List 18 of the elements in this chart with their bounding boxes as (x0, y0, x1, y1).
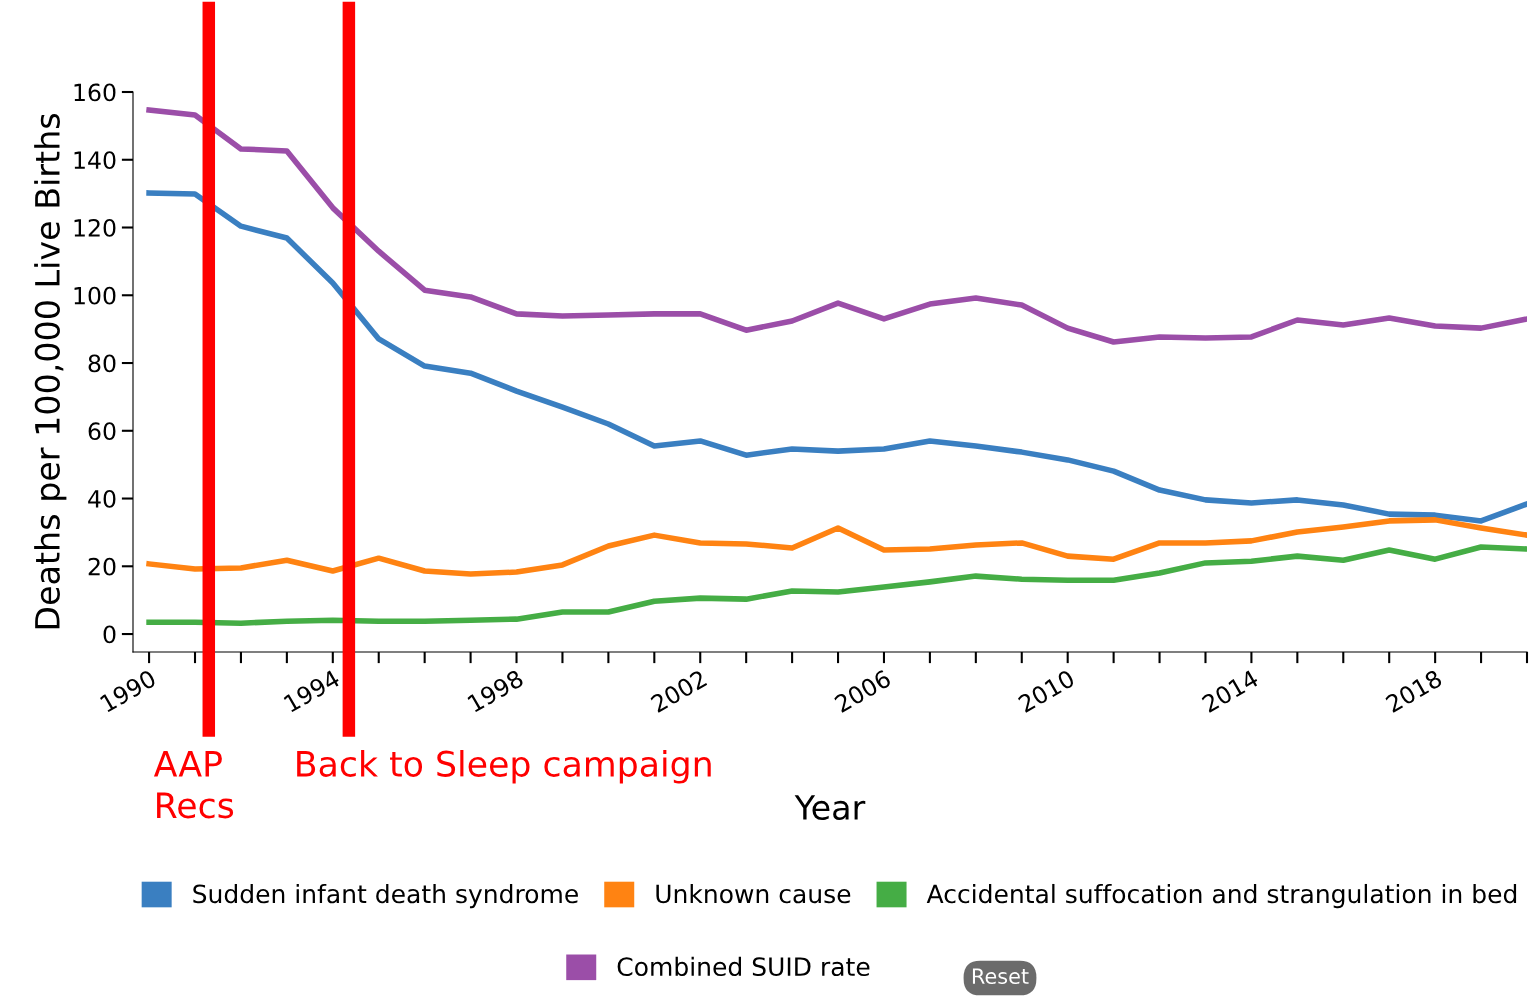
ref-line-label: AAP Recs (153, 751, 234, 819)
x-axis-title: Year (794, 795, 866, 820)
y-tick-label: 60 (88, 422, 116, 441)
y-tick-label: 20 (88, 557, 116, 576)
legend-label: Accidental suffocation and strangulation in bed (926, 883, 1517, 909)
y-tick-label: 80 (88, 354, 116, 373)
y-tick-label: 160 (74, 83, 116, 102)
y-tick-label: 140 (74, 151, 116, 170)
legend-label: Sudden infant death syndrome (193, 883, 578, 909)
y-tick-label: 0 (103, 625, 116, 644)
ref-line-label: Back to Sleep campaign (297, 750, 711, 784)
legend-label: Unknown cause (656, 883, 851, 904)
y-tick-label: 100 (74, 286, 116, 305)
legend-label: Combined SUID rate (617, 956, 870, 977)
y-axis-title: Deaths per 100,000 Live Births (34, 114, 67, 629)
y-tick-label: 120 (74, 218, 116, 237)
text: Reset (972, 968, 1029, 985)
y-tick-label: 40 (88, 489, 116, 508)
